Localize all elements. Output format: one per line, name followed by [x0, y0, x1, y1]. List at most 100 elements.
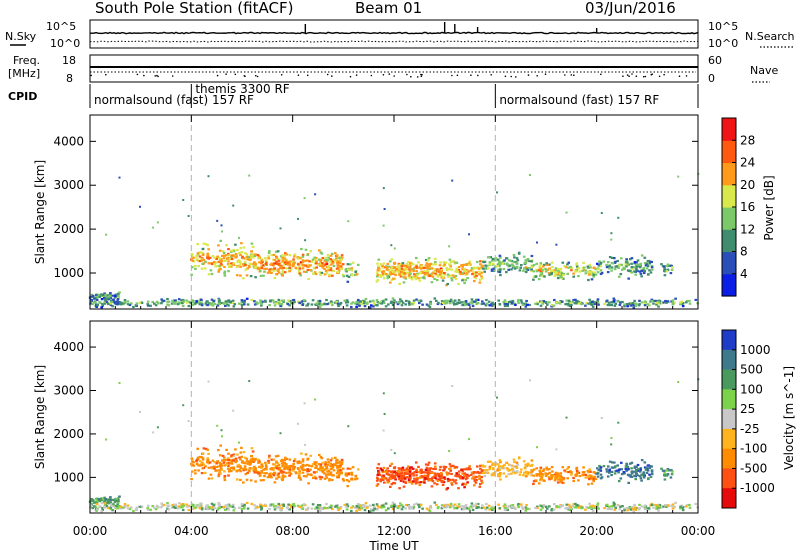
velocity-cell [569, 507, 573, 510]
power-cell [286, 261, 289, 265]
power-cell [470, 267, 474, 270]
velocity-cell [471, 506, 474, 509]
power-cell [553, 298, 556, 302]
power-cell [481, 267, 485, 270]
velocity-cell [98, 505, 101, 508]
velocity-cell [132, 509, 135, 513]
colorbar-swatch [722, 229, 736, 253]
velocity-cell [350, 471, 354, 474]
velocity-cell [89, 506, 92, 509]
power-cell [298, 265, 301, 268]
power-cell [446, 299, 449, 302]
power-cell [542, 265, 545, 268]
velocity-cell [498, 465, 501, 468]
velocity-cell [479, 467, 482, 470]
power-cell [271, 268, 275, 271]
velocity-cell [517, 503, 520, 506]
power-cell [269, 263, 272, 266]
velocity-cell [415, 471, 418, 474]
velocity-cell [401, 505, 405, 508]
power-cell [166, 297, 169, 301]
power-cell [301, 253, 305, 256]
velocity-cell [376, 479, 379, 482]
velocity-cell [465, 507, 468, 510]
velocity-cell [398, 478, 401, 481]
velocity-cell [235, 459, 238, 463]
power-cell [326, 303, 329, 306]
power-cell [298, 267, 302, 270]
power-cell [489, 303, 493, 306]
velocity-cell [241, 504, 245, 507]
power-cell [187, 304, 191, 308]
power-cell [173, 299, 176, 302]
power-cell [344, 269, 348, 272]
power-cell [328, 269, 331, 272]
power-cell [592, 273, 596, 276]
power-cell [652, 302, 655, 305]
velocity-cell [218, 461, 221, 464]
power-cell [190, 299, 194, 302]
power-cell [404, 277, 408, 280]
power-cell [153, 302, 156, 305]
velocity-cell [553, 479, 557, 482]
nave-dip [515, 76, 517, 78]
power-cell [650, 266, 654, 269]
velocity-cell [224, 508, 227, 511]
velocity-cell [598, 464, 601, 468]
velocity-cell [408, 466, 412, 469]
power-cell [532, 278, 535, 281]
velocity-cell [369, 504, 372, 507]
power-cell [458, 301, 461, 304]
power-cell [331, 270, 334, 273]
power-cell [100, 298, 104, 301]
velocity-cell [271, 472, 275, 475]
power-cell [381, 266, 385, 269]
power-cell [480, 271, 483, 274]
velocity-cell [315, 506, 319, 509]
velocity-cell [425, 471, 429, 474]
velocity-cell [483, 465, 487, 468]
nave-dip [663, 73, 665, 76]
velocity-cell [386, 479, 389, 482]
power-cell [622, 266, 626, 269]
velocity-cell [382, 466, 386, 469]
velocity-cell [473, 479, 477, 482]
velocity-cell [685, 504, 689, 507]
power-cell [577, 267, 581, 270]
power-cell [204, 260, 207, 263]
velocity-cell [204, 465, 207, 468]
velocity-cell [431, 476, 434, 479]
power-cell [610, 304, 614, 307]
velocity-cell [210, 506, 213, 509]
power-cell [414, 274, 418, 277]
velocity-cell [587, 475, 590, 478]
power-cell [546, 303, 549, 306]
velocity-cell [297, 467, 300, 470]
velocity-cell [246, 507, 250, 510]
velocity-cell [599, 477, 603, 480]
velocity-cell [613, 472, 617, 475]
velocity-cell [446, 473, 449, 476]
power-cell [319, 264, 322, 267]
velocity-cell [325, 502, 328, 506]
velocity-cell [462, 505, 466, 508]
nave-dip [628, 75, 630, 77]
power-cell [217, 244, 220, 247]
velocity-cell [451, 478, 455, 481]
velocity-cell [435, 483, 439, 486]
velocity-cell [257, 461, 260, 464]
velocity-cell [298, 471, 302, 475]
velocity-cell [646, 464, 650, 467]
nave-dip [416, 76, 419, 78]
power-cell [520, 264, 523, 267]
power-cell [296, 256, 299, 259]
power-cell [228, 264, 232, 267]
power-cell [307, 265, 311, 268]
power-cell [359, 300, 362, 303]
power-cell [171, 299, 174, 302]
velocity-cell [414, 482, 418, 485]
power-cell [588, 298, 591, 301]
power-cell [578, 270, 582, 273]
velocity-cell [329, 504, 333, 507]
power-cell [639, 262, 643, 265]
